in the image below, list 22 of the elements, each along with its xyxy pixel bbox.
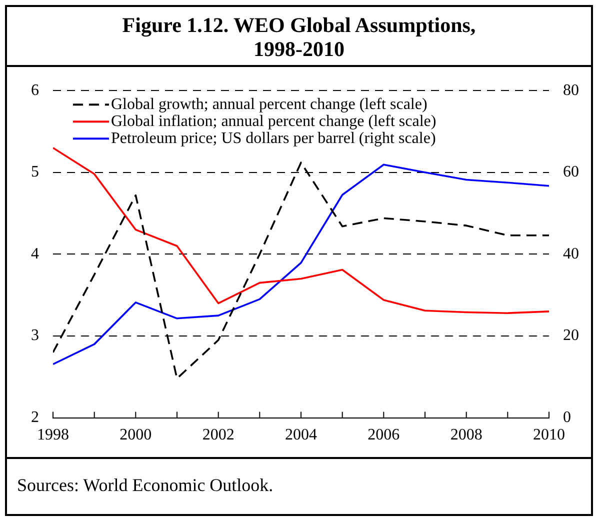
- x-tick-label: 2000: [120, 426, 152, 444]
- y2-tick-label: 40: [563, 245, 579, 262]
- source-note: Sources: World Economic Outlook.: [17, 475, 274, 496]
- y2-tick-label: 60: [563, 164, 579, 181]
- y-tick-label: 2: [31, 409, 39, 426]
- y-tick-label: 6: [31, 82, 39, 99]
- x-tick-label: 2010: [533, 426, 565, 444]
- legend-label: Petroleum price; US dollars per barrel (right scale): [111, 130, 436, 147]
- x-tick-label: 1998: [37, 426, 69, 444]
- y-tick-label: 4: [31, 245, 39, 262]
- y-tick-label: 3: [31, 327, 39, 344]
- y2-tick-label: 20: [563, 327, 579, 344]
- legend-label: Global growth; annual percent change (left scale): [111, 96, 428, 113]
- legend-label: Global inflation; annual percent change (left scale): [111, 112, 436, 130]
- x-tick-label: 2004: [285, 426, 317, 444]
- chart-title: Figure 1.12. WEO Global Assumptions, 1998-2010: [7, 7, 591, 67]
- y-tick-label: 5: [31, 164, 39, 181]
- x-tick-label: 2002: [202, 426, 234, 444]
- y2-tick-label: 80: [563, 82, 579, 99]
- x-tick-label: 2006: [368, 426, 400, 444]
- x-tick-label: 2008: [450, 426, 482, 444]
- y2-tick-label: 0: [563, 409, 571, 426]
